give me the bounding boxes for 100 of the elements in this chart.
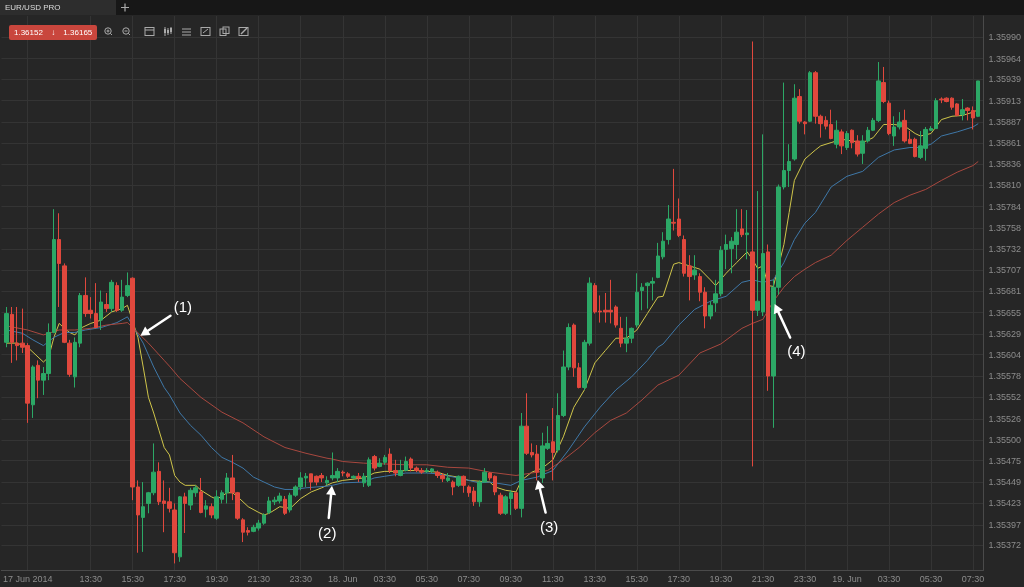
x-tick-label: 19:30 xyxy=(709,573,733,584)
annotation: (2) xyxy=(318,523,337,541)
annotation: (3) xyxy=(539,518,559,536)
x-tick-label: 15:30 xyxy=(121,573,144,584)
y-tick-label: 1.35655 xyxy=(988,307,1022,318)
candlestick xyxy=(519,412,524,518)
x-tick-label: 03:30 xyxy=(373,573,397,584)
candlestick xyxy=(766,244,770,392)
candlestick xyxy=(141,481,145,553)
y-tick-label: 1.35990 xyxy=(988,32,1022,43)
y-tick-label: 1.35475 xyxy=(988,455,1022,466)
y-tick-label: 1.35939 xyxy=(988,74,1022,85)
candlestick xyxy=(740,208,744,238)
candlestick xyxy=(172,502,177,564)
x-tick-label: 19. Jun xyxy=(832,573,862,584)
candlestick xyxy=(461,474,466,494)
y-tick-label: 1.35913 xyxy=(988,95,1022,106)
candlestick xyxy=(283,495,287,516)
candlestick xyxy=(372,454,377,472)
candlestick xyxy=(456,474,461,488)
candlestick xyxy=(881,66,886,104)
candlestick xyxy=(109,279,114,313)
candlestick xyxy=(99,290,103,331)
annotation: (1) xyxy=(173,298,193,316)
x-tick-label: 05:30 xyxy=(415,573,439,584)
y-tick-label: 1.35861 xyxy=(988,138,1022,149)
candlestick xyxy=(692,254,697,281)
candlestick xyxy=(451,479,455,496)
y-tick-label: 1.35604 xyxy=(988,349,1022,360)
x-tick-label: 07:30 xyxy=(961,573,985,584)
x-tick-label: 21:30 xyxy=(751,573,775,584)
y-tick-label: 1.35526 xyxy=(988,413,1022,424)
text: 1.36152 ↓ 1.36165 xyxy=(9,25,98,40)
candlestick xyxy=(325,475,329,486)
candlestick xyxy=(446,472,450,483)
y-tick-label: 1.35629 xyxy=(988,329,1022,340)
candlestick xyxy=(514,491,518,511)
x-tick-label: 13:30 xyxy=(583,573,607,584)
x-tick-label: 23:30 xyxy=(289,573,313,584)
y-tick-label: 1.35887 xyxy=(988,117,1022,128)
candlestick xyxy=(808,70,812,123)
x-tick-label: 07:30 xyxy=(457,573,481,584)
candlestick xyxy=(125,271,130,298)
x-tick-label: 17 Jun 2014 xyxy=(2,573,53,584)
y-tick-label: 1.35681 xyxy=(988,286,1022,297)
y-tick-label: 1.35732 xyxy=(988,244,1022,255)
candlestick xyxy=(635,272,639,329)
candlestick xyxy=(351,474,356,480)
candlestick xyxy=(199,477,203,514)
x-tick-label: 17:30 xyxy=(163,573,186,584)
y-tick-label: 1.35758 xyxy=(988,223,1022,234)
candlestick xyxy=(4,306,9,348)
y-tick-label: 1.35784 xyxy=(988,201,1022,212)
y-tick-label: 1.35578 xyxy=(988,371,1022,382)
y-tick-label: 1.35810 xyxy=(988,180,1022,191)
candlestick xyxy=(36,359,40,399)
candlestick xyxy=(619,316,623,348)
candlestick xyxy=(708,300,713,320)
y-tick-label: 1.35423 xyxy=(988,498,1022,509)
candlestick xyxy=(31,364,35,419)
x-tick-label: 18. Jun xyxy=(327,573,358,584)
y-tick-label: 1.35707 xyxy=(988,264,1022,275)
y-tick-label: 1.35836 xyxy=(988,158,1022,169)
candlestick xyxy=(834,119,839,149)
x-tick-label: 05:30 xyxy=(919,573,943,584)
candlestick xyxy=(666,204,671,245)
x-tick-label: 13:30 xyxy=(79,573,102,584)
x-tick-label: 11:30 xyxy=(541,573,564,584)
x-tick-label: 03:30 xyxy=(877,573,901,584)
candlestick xyxy=(57,212,61,308)
candlestick xyxy=(750,40,755,467)
annotation: (4) xyxy=(787,342,806,360)
candlestick xyxy=(498,492,503,516)
x-tick-label: 23:30 xyxy=(793,573,817,584)
y-tick-label: 1.35964 xyxy=(988,53,1022,64)
candlestick xyxy=(887,100,891,136)
candlestick xyxy=(976,80,980,118)
candlestick xyxy=(183,492,187,534)
candlestick xyxy=(209,502,214,519)
y-tick-label: 1.35552 xyxy=(988,392,1022,403)
y-tick-label: 1.35372 xyxy=(988,540,1022,551)
candlestick xyxy=(960,98,965,121)
x-tick-label: 09:30 xyxy=(499,573,523,584)
candlestick xyxy=(356,472,361,483)
candlestick xyxy=(120,279,124,313)
y-tick-label: 1.35500 xyxy=(988,435,1022,446)
candlestick xyxy=(104,292,109,313)
candlestick xyxy=(745,209,749,260)
x-tick-label: 19:30 xyxy=(205,573,228,584)
y-tick-label: 1.35397 xyxy=(988,519,1022,530)
y-tick-label: 1.35449 xyxy=(988,477,1022,488)
chart-title: EUR/USD PRO xyxy=(0,0,116,15)
candlestick xyxy=(839,128,844,155)
candlestick xyxy=(204,499,208,518)
candlestick xyxy=(792,83,797,162)
candlestick xyxy=(178,495,182,563)
x-tick-label: 21:30 xyxy=(247,573,270,584)
candlestick xyxy=(551,407,555,481)
candlestick xyxy=(115,281,119,313)
x-tick-label: 15:30 xyxy=(625,573,649,584)
